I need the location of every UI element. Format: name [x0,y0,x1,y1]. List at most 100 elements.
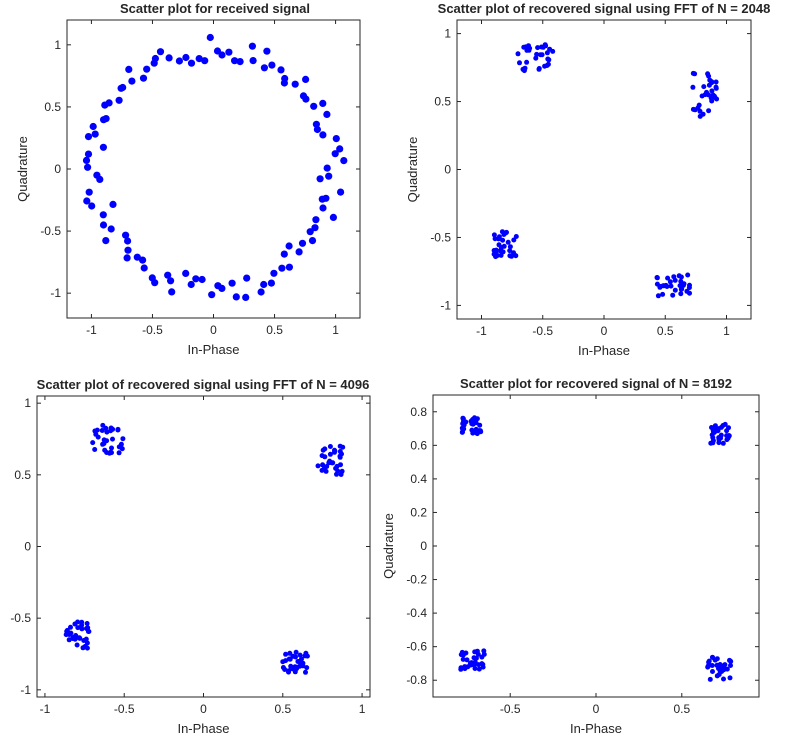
data-point [333,465,339,471]
data-point [281,74,289,83]
data-point [716,440,722,446]
x-tick-label: -1 [476,324,487,338]
data-point [99,143,107,151]
y-tick-label: -1 [20,683,31,697]
data-point [312,120,320,128]
data-point [332,135,340,143]
data-point [496,234,502,240]
data-point [706,92,711,98]
data-point [507,244,513,250]
x-tick-label: 1 [359,702,366,716]
data-point [717,668,723,674]
data-point [544,50,550,56]
data-point [88,202,96,210]
data-point [706,658,712,664]
data-point [280,665,286,670]
data-point [546,57,552,63]
data-point [242,293,250,301]
data-point [464,657,470,663]
data-point [287,650,293,656]
data-point [468,418,474,424]
data-point [76,635,82,641]
data-point [165,54,173,62]
data-point [182,53,190,62]
data-point [109,445,114,451]
data-point [524,47,530,53]
subplot-1: -1 -0.5 0 0.5 1 -1 -0.5 0 0.5 1 Scatter plot for r… [15,1,361,357]
data-point [198,275,206,284]
data-point [479,661,485,667]
data-point [507,248,513,254]
data-point [84,640,90,646]
data-point [469,427,475,433]
data-point [517,60,522,66]
data-point [724,428,730,434]
data-point [164,271,172,279]
data-point [501,243,507,249]
data-point [690,84,696,90]
data-point [324,464,330,469]
data-point [340,157,348,165]
chart-title: Scatter plot of recovered signal using F… [37,377,370,392]
data-point [709,80,715,86]
data-point [310,102,318,110]
data-point [539,44,544,50]
data-point [477,422,483,428]
data-point [74,642,80,648]
subplot-3: -1 -0.5 0 0.5 1 -1 -0.5 0 0.5 1 Scatter plot of re… [10,377,371,736]
data-point [670,292,676,298]
data-point [83,197,91,205]
data-point [300,660,306,666]
data-point [325,172,333,180]
data-point [68,624,73,630]
data-point [713,79,719,85]
data-point [82,156,91,164]
data-point [473,420,479,426]
data-point [83,636,89,642]
x-tick-label: -1 [86,323,97,337]
data-point [94,427,100,433]
data-point [319,204,327,212]
subplot-2: -1 -0.5 0 0.5 1 -1 -0.5 0 0.5 1 Scatter plot of re… [405,1,770,358]
data-point [297,652,303,658]
chart-title: Scatter plot for recovered signal of N =… [460,376,732,391]
data-point [334,471,339,477]
data-point [319,131,327,139]
data-point [260,64,268,72]
data-point [711,427,717,433]
data-point [709,88,715,94]
data-point [85,188,93,196]
data-point [96,175,104,183]
data-point [306,228,314,236]
data-point [168,288,176,296]
data-point [476,666,482,672]
data-point [534,51,540,57]
data-point [323,110,331,118]
data-point [103,425,109,431]
data-point [156,48,165,56]
data-point [257,288,265,296]
y-tick-label: 0.5 [434,95,451,109]
data-point [544,63,550,68]
x-tick-label: 1 [332,323,339,337]
data-point [110,426,116,432]
data-point [458,666,464,672]
data-point [70,635,76,640]
data-point [474,416,480,422]
data-point [701,84,707,90]
data-point [472,666,478,671]
data-point [100,441,106,447]
data-point [340,444,346,450]
data-point [721,665,727,671]
data-point [539,52,545,58]
data-point [712,95,718,100]
data-point [90,440,96,446]
data-point [686,285,692,291]
data-point [692,107,698,113]
data-point [283,651,289,657]
y-tick-label: 0 [24,540,31,554]
data-point [672,277,678,283]
data-point [288,663,294,669]
x-tick-label: 0.5 [266,323,283,337]
data-point [150,59,158,67]
